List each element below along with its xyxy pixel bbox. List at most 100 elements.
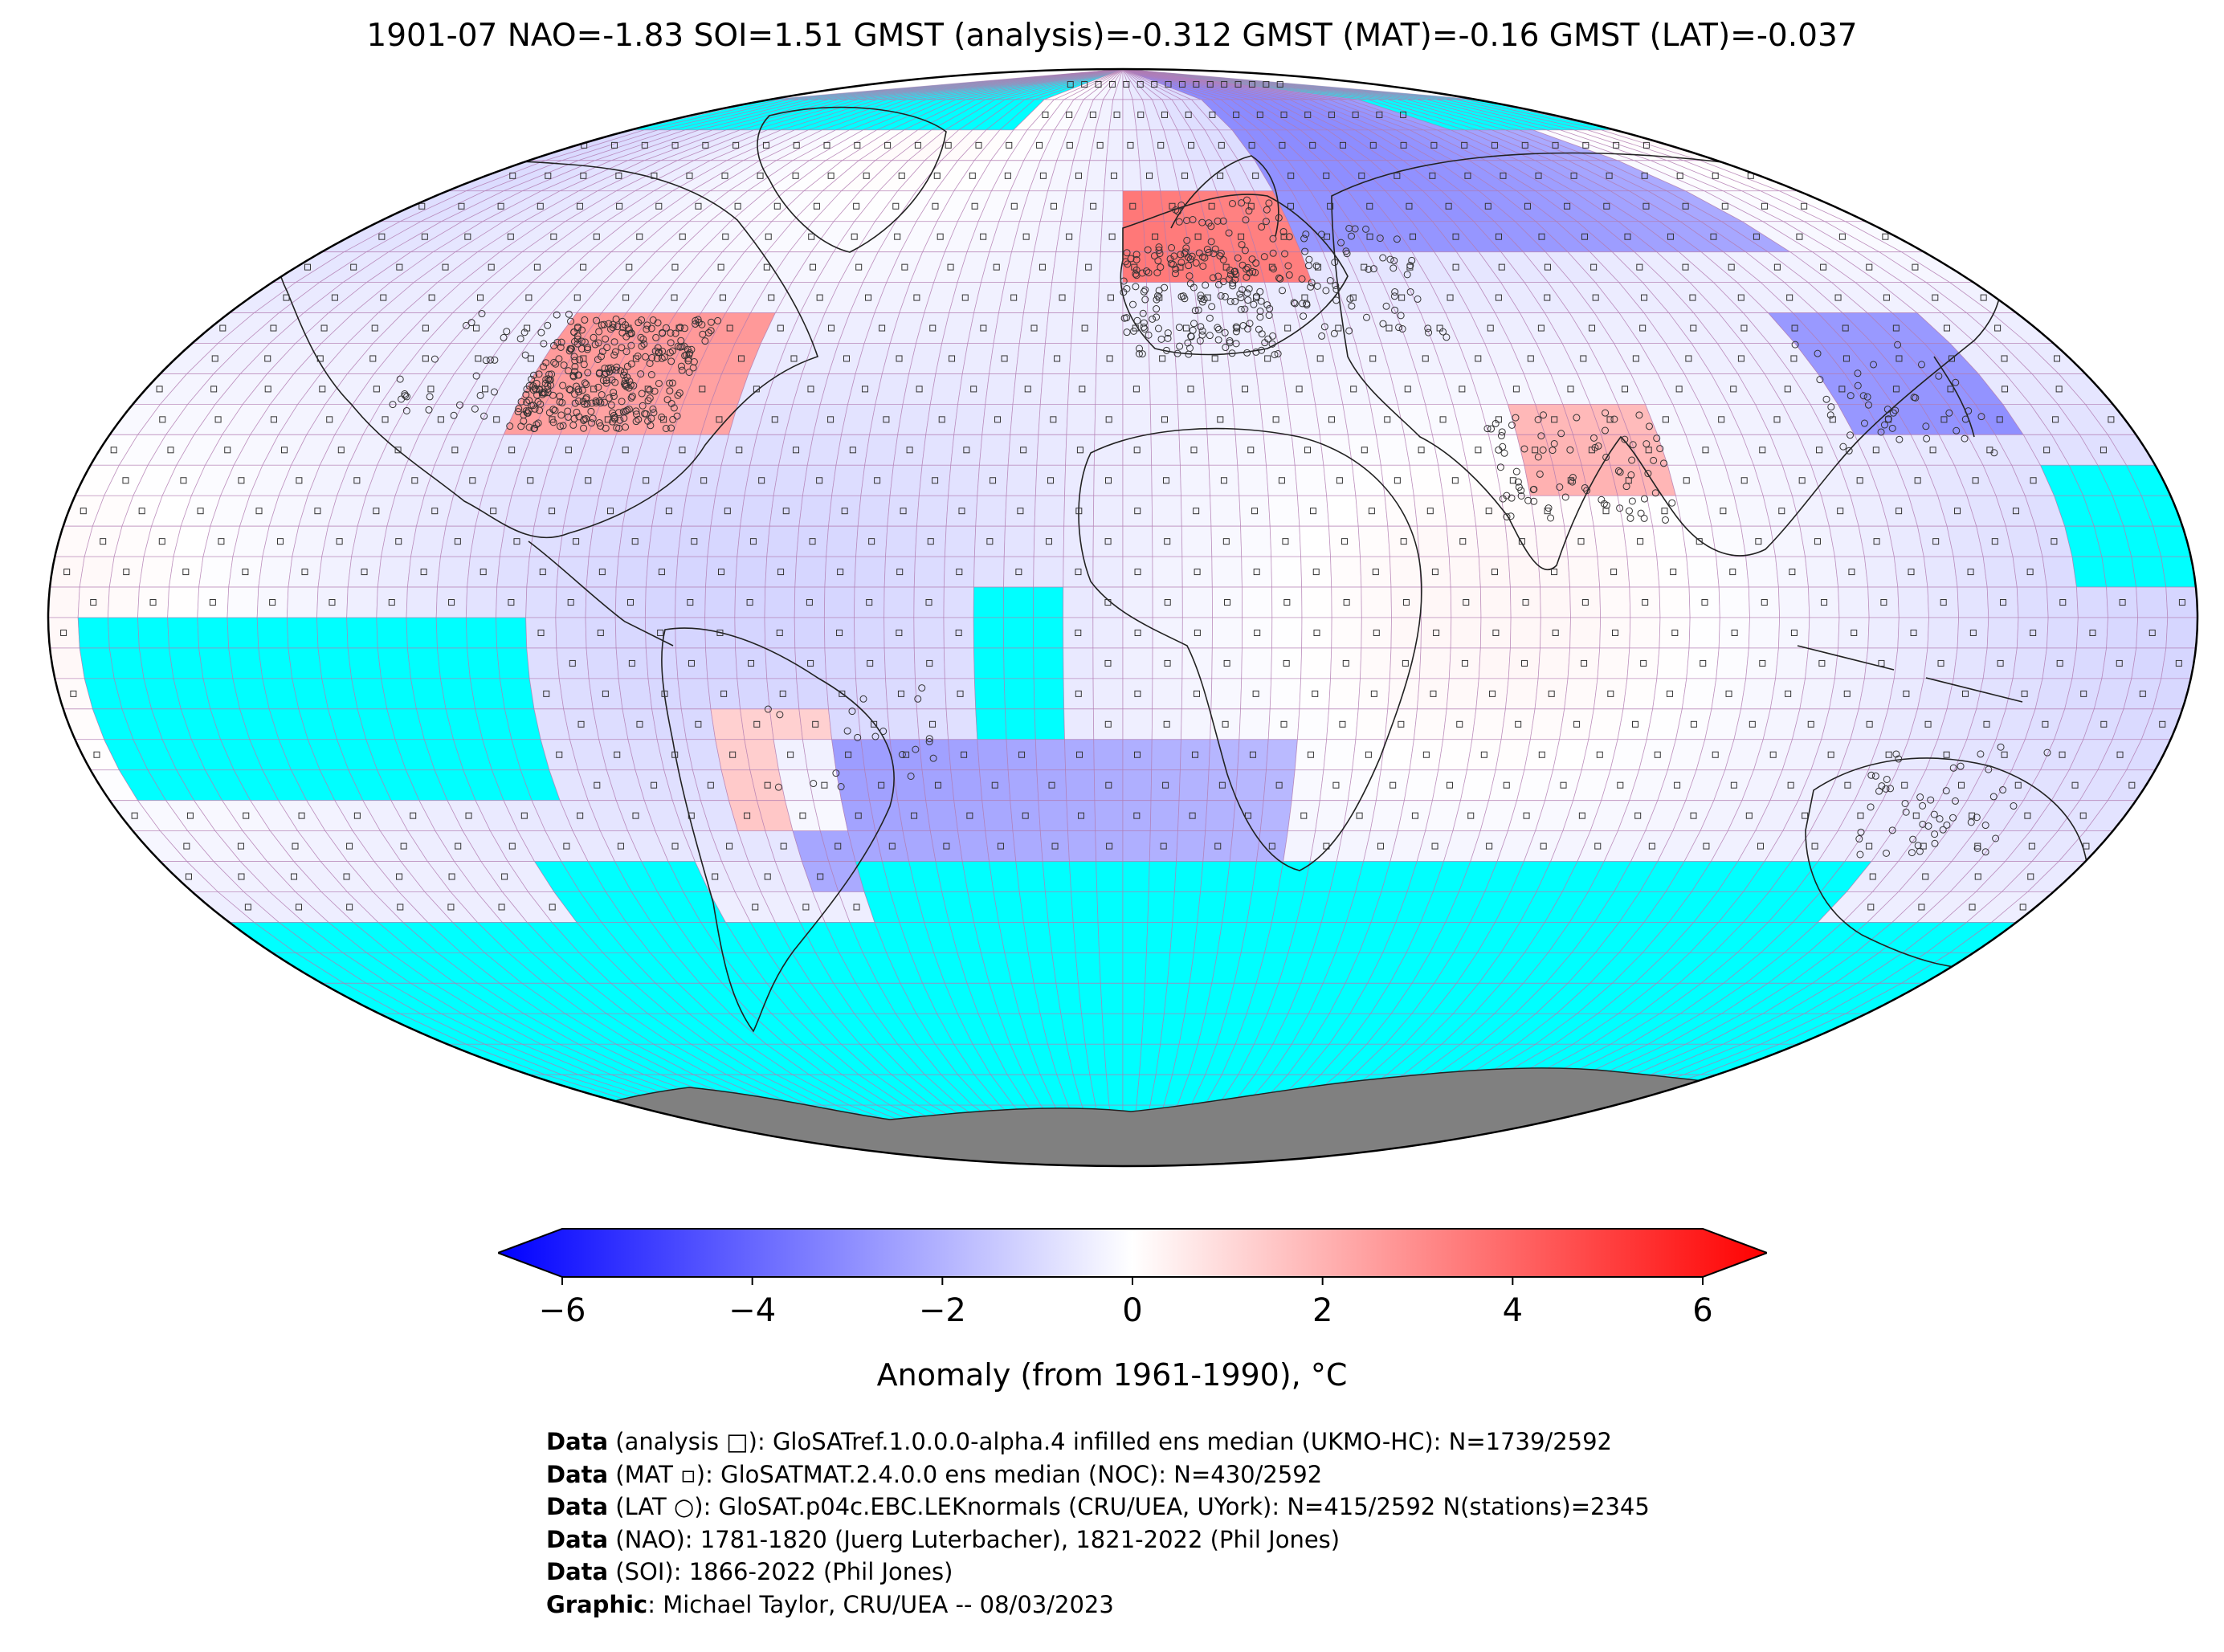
analysis-marker xyxy=(1001,355,1008,362)
grid-cell xyxy=(615,556,649,588)
analysis-marker xyxy=(1491,141,1498,149)
analysis-marker xyxy=(1066,111,1073,118)
grid-cell xyxy=(1015,343,1046,374)
grid-cell xyxy=(1357,678,1390,710)
grid-cell xyxy=(48,617,80,649)
grid-cell xyxy=(831,464,866,496)
analysis-marker xyxy=(1675,385,1683,393)
grid-cell xyxy=(705,556,738,588)
grid-cell xyxy=(1093,769,1124,802)
analysis-marker xyxy=(533,263,541,271)
grid-cell xyxy=(1330,647,1362,679)
analysis-marker xyxy=(1592,294,1599,301)
analysis-marker xyxy=(458,202,465,210)
analysis-marker xyxy=(1639,324,1647,332)
grid-cell xyxy=(1044,891,1074,923)
grid-cell xyxy=(1151,739,1181,771)
grid-cell xyxy=(1301,617,1332,649)
grid-cell xyxy=(1299,678,1331,710)
grid-cell xyxy=(1148,861,1177,892)
analysis-marker xyxy=(1256,111,1263,118)
analysis-marker xyxy=(1398,294,1406,301)
grid-cell xyxy=(1360,647,1392,679)
grid-cell xyxy=(2136,617,2169,649)
grid-cell xyxy=(828,495,862,527)
grid-cell xyxy=(1176,830,1206,862)
grid-cell xyxy=(766,678,800,710)
grid-cell xyxy=(1122,221,1146,253)
grid-cell xyxy=(496,617,528,649)
grid-cell xyxy=(526,647,560,679)
grid-cell xyxy=(467,647,500,679)
grid-cell xyxy=(496,556,530,588)
grid-cell xyxy=(1271,647,1303,679)
grid-cell xyxy=(1066,403,1096,435)
analysis-marker xyxy=(671,141,679,149)
grid-cell xyxy=(993,891,1024,923)
grid-cell xyxy=(1242,617,1273,649)
analysis-marker xyxy=(1193,80,1200,88)
grid-cell xyxy=(1287,403,1320,435)
analysis-marker xyxy=(1066,141,1073,149)
grid-cell xyxy=(1206,434,1239,466)
grid-cell xyxy=(2165,586,2197,618)
grid-cell xyxy=(1092,708,1124,740)
grid-cell xyxy=(1957,617,1989,649)
grid-cell xyxy=(2106,586,2139,618)
grid-cell xyxy=(887,495,920,527)
grid-cell xyxy=(735,647,768,679)
grid-cell xyxy=(1036,434,1067,466)
grid-cell xyxy=(1122,586,1153,618)
grid-cell xyxy=(707,678,741,710)
analysis-marker xyxy=(626,263,633,271)
grid-cell xyxy=(1271,586,1303,618)
grid-cell xyxy=(889,464,923,496)
grid-cell xyxy=(1291,769,1324,802)
analysis-marker xyxy=(827,172,835,179)
grid-cell xyxy=(806,434,843,466)
grid-cell xyxy=(1063,586,1094,618)
grid-cell xyxy=(1748,586,1781,618)
analysis-marker xyxy=(396,263,403,271)
grid-cell xyxy=(107,586,140,618)
grid-cell xyxy=(1287,800,1320,832)
analysis-marker xyxy=(1761,202,1768,210)
grid-cell xyxy=(1004,495,1036,527)
grid-cell xyxy=(1122,617,1153,649)
grid-cell xyxy=(944,678,977,710)
analysis-marker xyxy=(1054,355,1061,362)
analysis-marker xyxy=(1067,80,1074,88)
grid-cell xyxy=(1152,525,1183,557)
grid-cell xyxy=(1122,800,1152,832)
grid-cell xyxy=(981,403,1014,435)
grid-cell xyxy=(1540,586,1571,618)
grid-cell xyxy=(961,343,994,374)
grid-cell xyxy=(677,525,712,557)
grid-cell xyxy=(469,525,505,557)
analysis-marker xyxy=(156,385,163,393)
grid-cell xyxy=(1148,343,1177,374)
analysis-marker xyxy=(1165,80,1172,88)
grid-cell xyxy=(1211,556,1243,588)
analysis-marker xyxy=(1315,263,1322,271)
grid-cell xyxy=(645,556,679,588)
grid-cell xyxy=(1271,556,1303,588)
analysis-marker xyxy=(1570,172,1577,179)
grid-cell xyxy=(1716,556,1749,588)
analysis-marker xyxy=(807,385,814,393)
grid-cell xyxy=(1893,647,1928,679)
grid-cell xyxy=(897,800,931,832)
grid-cell xyxy=(1033,525,1065,557)
grid-cell xyxy=(1007,769,1039,802)
grid-cell xyxy=(138,647,174,679)
grid-cell xyxy=(1534,525,1569,557)
grid-cell xyxy=(2012,647,2047,679)
grid-cell xyxy=(1033,647,1064,679)
analysis-marker xyxy=(1484,202,1492,210)
grid-cell xyxy=(1147,312,1175,344)
analysis-marker xyxy=(320,324,328,332)
grid-cell xyxy=(1745,556,1779,588)
grid-cell xyxy=(1986,586,2019,618)
analysis-marker xyxy=(1400,111,1407,118)
analysis-marker xyxy=(418,202,426,210)
